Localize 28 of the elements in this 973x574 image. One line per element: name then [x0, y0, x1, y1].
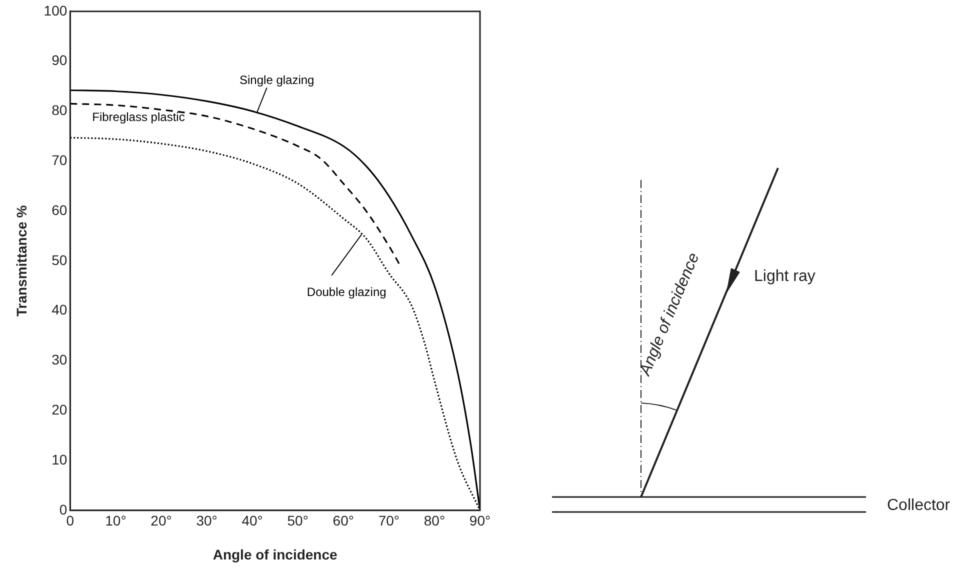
y-tick-label: 0 [59, 501, 68, 518]
line-series [70, 102, 402, 267]
series-label: Single glazing [240, 73, 314, 88]
series-label: Fibreglass plastic [92, 110, 185, 124]
x-tick-label: 20° [150, 512, 172, 529]
x-tick-label: 80° [424, 512, 446, 529]
y-axis-title: Transmittance % [13, 204, 30, 317]
y-tick-label: 40 [52, 302, 68, 318]
text: Collector [887, 497, 951, 514]
y-tick-label: 70 [52, 152, 68, 168]
x-tick-label: 40° [242, 512, 263, 529]
x-axis-title: Angle of incidence [212, 546, 338, 562]
y-tick-label: 20 [52, 401, 68, 418]
y-tick-label: 80 [52, 102, 68, 118]
y-tick-label: 60 [52, 202, 68, 218]
y-tick-label: 10 [52, 451, 68, 468]
y-tick-label: 30 [52, 352, 68, 368]
y-tick-label: 50 [52, 252, 68, 268]
y-tick-label: 90 [52, 52, 68, 68]
y-tick-label: 100 [44, 2, 68, 18]
series-label: Double glazing [306, 284, 386, 299]
x-tick-label: 60° [332, 512, 354, 529]
x-tick-label: 10° [105, 512, 126, 529]
x-tick-label: 50° [287, 512, 308, 529]
x-tick-label: 30° [196, 512, 218, 529]
x-tick-label: 70° [378, 512, 400, 529]
x-tick-label: 90° [469, 512, 491, 529]
text: Light ray [754, 268, 816, 285]
